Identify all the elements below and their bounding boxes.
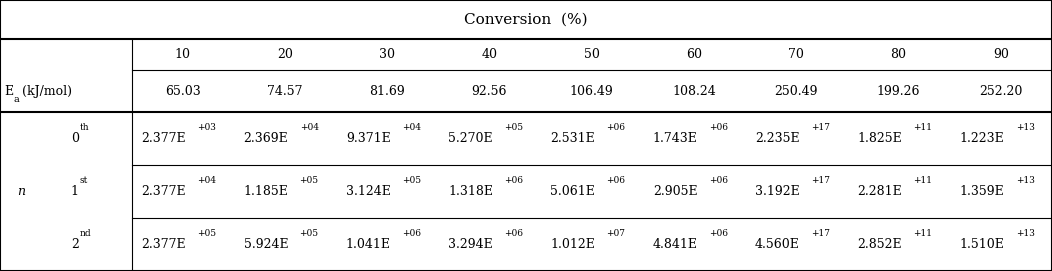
Text: 1.223E: 1.223E: [959, 133, 1005, 145]
Text: 2.377E: 2.377E: [141, 133, 186, 145]
Text: 81.69: 81.69: [369, 85, 405, 98]
Text: 1.012E: 1.012E: [550, 238, 595, 251]
Text: 3.124E: 3.124E: [346, 185, 390, 198]
Text: 2.377E: 2.377E: [141, 185, 186, 198]
Text: 2.377E: 2.377E: [141, 238, 186, 251]
Text: 1.318E: 1.318E: [448, 185, 493, 198]
Text: 1.185E: 1.185E: [244, 185, 288, 198]
Text: +05: +05: [504, 123, 523, 132]
Text: +06: +06: [504, 176, 523, 185]
Text: 2.852E: 2.852E: [857, 238, 902, 251]
Text: +03: +03: [198, 123, 217, 132]
Text: 20: 20: [277, 49, 292, 61]
Text: 65.03: 65.03: [165, 85, 201, 98]
Text: +04: +04: [402, 123, 421, 132]
Text: 5.924E: 5.924E: [244, 238, 288, 251]
Text: 3.192E: 3.192E: [755, 185, 800, 198]
Text: a: a: [14, 95, 19, 104]
Text: +06: +06: [606, 176, 626, 185]
Text: +17: +17: [811, 229, 830, 238]
Text: 1.825E: 1.825E: [857, 133, 902, 145]
Text: 1.743E: 1.743E: [652, 133, 697, 145]
Text: 250.49: 250.49: [774, 85, 818, 98]
Text: 106.49: 106.49: [570, 85, 613, 98]
Text: +13: +13: [1015, 176, 1034, 185]
Text: 2.281E: 2.281E: [857, 185, 902, 198]
Text: +05: +05: [198, 229, 217, 238]
Text: 5.061E: 5.061E: [550, 185, 595, 198]
Text: +05: +05: [300, 229, 319, 238]
Text: +06: +06: [709, 123, 728, 132]
Text: +13: +13: [1015, 123, 1034, 132]
Text: th: th: [80, 123, 89, 132]
Text: +06: +06: [709, 176, 728, 185]
Text: 2.369E: 2.369E: [244, 133, 288, 145]
Text: 70: 70: [788, 49, 804, 61]
Text: +17: +17: [811, 176, 830, 185]
Text: +05: +05: [402, 176, 421, 185]
Text: n: n: [17, 185, 25, 198]
Text: 0: 0: [70, 133, 79, 145]
Text: 2: 2: [72, 238, 79, 251]
Text: 108.24: 108.24: [672, 85, 716, 98]
Text: 1.510E: 1.510E: [959, 238, 1005, 251]
Text: +06: +06: [402, 229, 421, 238]
Text: +06: +06: [504, 229, 523, 238]
Text: +07: +07: [606, 229, 626, 238]
Text: 2.905E: 2.905E: [653, 185, 697, 198]
Text: 9.371E: 9.371E: [346, 133, 390, 145]
Text: 3.294E: 3.294E: [448, 238, 493, 251]
Text: +06: +06: [709, 229, 728, 238]
Text: 92.56: 92.56: [471, 85, 507, 98]
Text: 1.359E: 1.359E: [959, 185, 1005, 198]
Text: st: st: [80, 176, 88, 185]
Text: +11: +11: [913, 229, 932, 238]
Text: 60: 60: [686, 49, 702, 61]
Text: 2.531E: 2.531E: [550, 133, 595, 145]
Text: (kJ/mol): (kJ/mol): [22, 85, 73, 98]
Text: 50: 50: [584, 49, 600, 61]
Text: +11: +11: [913, 176, 932, 185]
Text: +11: +11: [913, 123, 932, 132]
Text: 5.270E: 5.270E: [448, 133, 492, 145]
Text: Conversion  (%): Conversion (%): [464, 13, 588, 27]
Text: +06: +06: [606, 123, 626, 132]
Text: 80: 80: [891, 49, 907, 61]
Text: 199.26: 199.26: [876, 85, 920, 98]
Text: 1: 1: [70, 185, 79, 198]
Text: 30: 30: [379, 49, 396, 61]
Text: 4.841E: 4.841E: [652, 238, 697, 251]
Text: +04: +04: [300, 123, 319, 132]
Text: +04: +04: [198, 176, 217, 185]
Text: 90: 90: [993, 49, 1009, 61]
Text: 10: 10: [175, 49, 190, 61]
Text: E: E: [4, 85, 14, 98]
Text: 74.57: 74.57: [267, 85, 303, 98]
Text: 252.20: 252.20: [979, 85, 1023, 98]
Text: 1.041E: 1.041E: [346, 238, 390, 251]
Text: +05: +05: [300, 176, 319, 185]
Text: +17: +17: [811, 123, 830, 132]
Text: 4.560E: 4.560E: [755, 238, 800, 251]
Text: 2.235E: 2.235E: [755, 133, 800, 145]
Text: 40: 40: [482, 49, 498, 61]
Text: +13: +13: [1015, 229, 1034, 238]
Text: nd: nd: [80, 229, 92, 238]
